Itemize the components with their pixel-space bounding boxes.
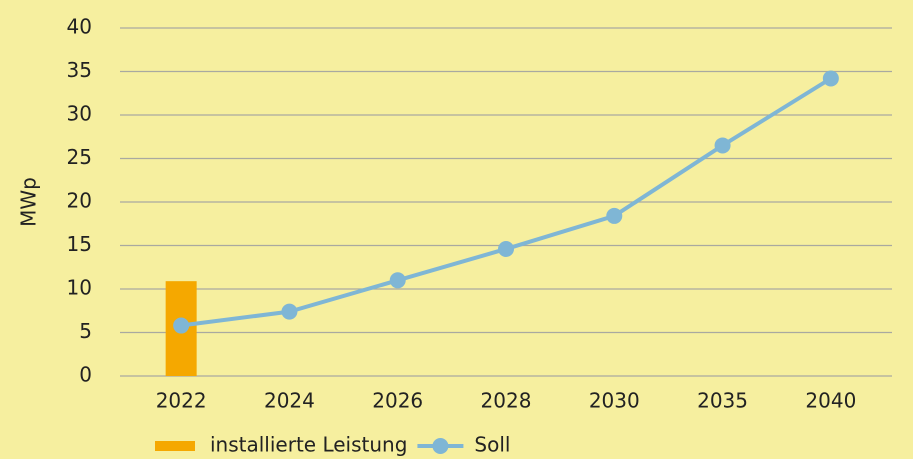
marker [714,137,731,154]
x-tick-label: 2040 [805,389,856,413]
y-tick-label: 25 [67,145,92,169]
y-tick-label: 5 [79,319,92,343]
y-tick-label: 20 [67,189,92,213]
marker [822,70,839,87]
x-tick-label: 2026 [372,389,423,413]
marker [173,317,190,334]
x-tick-label: 2028 [481,389,532,413]
x-tick-label: 2022 [156,389,207,413]
y-tick-label: 0 [79,363,92,387]
y-tick-label: 10 [67,276,92,300]
x-tick-label: 2030 [589,389,640,413]
y-axis-label: MWp [17,177,41,227]
x-tick-label: 2024 [264,389,315,413]
y-tick-label: 40 [67,15,92,39]
x-tick-label: 2035 [697,389,748,413]
legend-label: Soll [474,433,510,457]
marker [498,240,514,257]
marker [606,207,623,224]
marker [389,272,406,289]
y-tick-label: 35 [67,58,92,82]
marker [281,303,298,320]
legend-swatch [432,438,449,454]
y-tick-label: 15 [67,232,92,256]
legend-label: installierte Leistung [210,433,407,457]
legend-swatch [155,441,195,451]
y-tick-label: 30 [67,102,92,126]
